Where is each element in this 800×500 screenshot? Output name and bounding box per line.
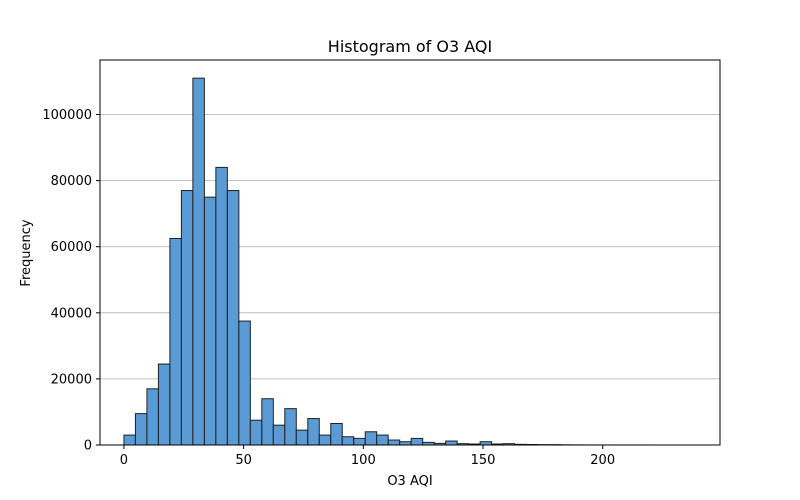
chart-title: Histogram of O3 AQI (328, 37, 492, 56)
plot-frame (99, 59, 721, 446)
histogram-bar (330, 423, 343, 446)
histogram-bar (157, 363, 171, 446)
histogram-bar (203, 196, 217, 446)
y-tick-label: 60000 (51, 240, 92, 255)
x-tick-label: 200 (590, 453, 615, 468)
histogram-bar (238, 320, 251, 446)
histogram-bar (134, 413, 148, 446)
histogram-bar (318, 434, 332, 446)
histogram-bar (445, 440, 458, 446)
histogram-bar (376, 434, 389, 446)
histogram-bar (410, 437, 424, 446)
histogram-bar (284, 408, 297, 446)
x-tick-label: 0 (120, 453, 128, 468)
x-axis-label: O3 AQI (387, 474, 432, 489)
x-axis-ticks: 0 50 100 150 200 (120, 445, 615, 468)
histogram-bar (146, 388, 159, 446)
histogram-bar (180, 190, 194, 446)
histogram-bar (295, 429, 309, 446)
histogram-bar (307, 418, 320, 446)
y-tick-label: 40000 (51, 306, 92, 321)
histogram-bar (261, 398, 274, 446)
histogram-bar (123, 434, 136, 446)
histogram-bar (353, 437, 366, 446)
y-tick-label: 100000 (42, 108, 92, 123)
histogram-bar (215, 166, 228, 446)
y-axis-label: Frequency (19, 219, 34, 286)
histogram-bar (226, 190, 240, 446)
bar-layer (123, 77, 688, 446)
histogram-bar (249, 419, 263, 446)
y-axis-ticks: 0 20000 40000 60000 80000 100000 (42, 108, 100, 454)
y-tick-label: 20000 (51, 372, 92, 387)
y-tick-label: 80000 (51, 174, 92, 189)
histogram-bar (169, 237, 182, 446)
histogram-bar (364, 431, 378, 446)
x-tick-label: 50 (235, 453, 252, 468)
histogram-bar (341, 436, 355, 446)
x-tick-label: 100 (351, 453, 376, 468)
histogram-bar (387, 439, 401, 446)
histogram-bar (192, 77, 205, 446)
histogram-bar (272, 424, 286, 446)
x-tick-label: 150 (471, 453, 496, 468)
y-tick-label: 0 (84, 439, 92, 454)
